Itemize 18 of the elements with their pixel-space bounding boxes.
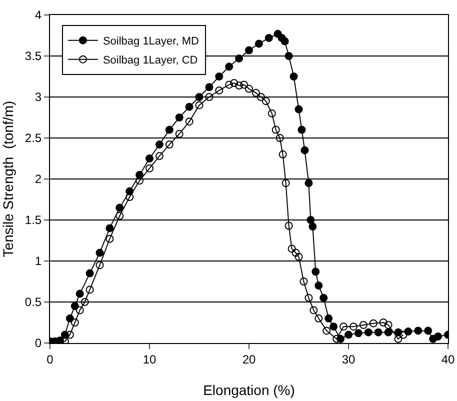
x-tick-label: 0: [46, 352, 54, 366]
x-tick-label: 20: [242, 352, 256, 366]
x-axis-title: Elongation (%): [203, 382, 295, 398]
y-tick-label: 3: [34, 90, 42, 104]
y-tick-label: 4: [34, 8, 42, 22]
x-tick-label: 40: [441, 352, 455, 366]
y-tick-label: 2: [34, 172, 42, 186]
y-axis-title: Tensile Strength (tonf/m): [0, 100, 16, 258]
y-tick-label: 0.5: [24, 295, 42, 310]
x-tick-label: 30: [342, 352, 356, 366]
y-tick-label: 3.5: [24, 49, 42, 64]
y-tick-label: 1: [34, 254, 42, 268]
x-tick-label: 10: [142, 352, 156, 366]
y-tick-label: 0: [34, 336, 42, 350]
y-tick-label: 1.5: [24, 213, 42, 228]
legend-label: Soilbag 1Layer, CD: [102, 54, 198, 67]
legend-label: Soilbag 1Layer, MD: [102, 36, 199, 48]
y-tick-label: 2.5: [24, 131, 42, 146]
